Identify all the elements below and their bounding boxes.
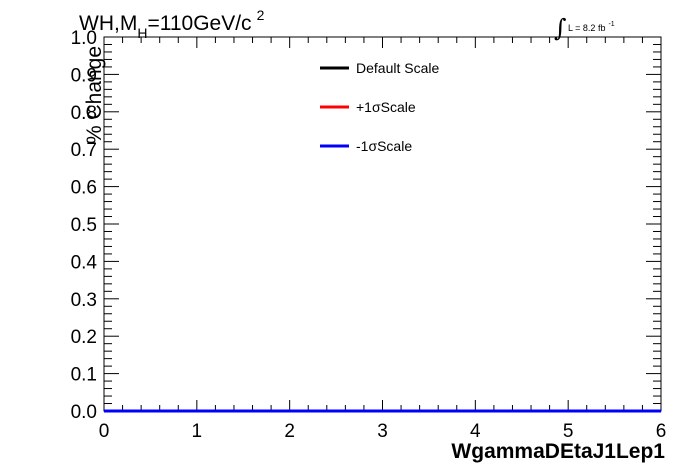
chart-title-main: WH,M [79,12,137,35]
chart-title-sup: 2 [257,7,265,23]
x-tick-label: 6 [656,421,667,442]
y-tick-label: 0.4 [71,252,98,273]
chart-title: WH,MH=110GeV/c 2 [79,7,265,41]
y-tick-label: 0.9 [71,65,97,86]
chart-title-sub: H [137,25,147,41]
legend-label: -1σScale [356,138,412,154]
y-axis-tick-labels: 0.0 0.1 0.2 0.3 0.4 0.5 0.6 0.7 0.8 0.9 1.0 [71,28,98,423]
luminosity-label: ∫ L = 8.2 fb -1 [554,14,615,42]
chart-title-rest: =110GeV/c [147,12,251,35]
luminosity-sup: -1 [608,21,614,28]
legend-label: +1σScale [356,99,416,115]
x-tick-label: 5 [563,421,574,442]
y-tick-label: 0.0 [71,402,97,423]
y-tick-label: 0.5 [71,215,97,236]
x-axis-label: WgammaDEtaJ1Lep1 [451,440,665,463]
y-axis-ticks [104,36,661,412]
legend: Default Scale +1σScale -1σScale [320,60,439,154]
y-tick-label: 0.2 [71,327,97,348]
y-tick-label: 0.8 [71,103,97,124]
x-axis-ticks [103,37,662,411]
x-tick-label: 4 [470,421,481,442]
x-tick-label: 3 [377,421,388,442]
x-tick-label: 0 [99,421,110,442]
y-axis-label: % Change [83,46,106,144]
y-tick-label: 0.6 [71,178,97,199]
x-axis-tick-labels: 0 1 2 3 4 5 6 [99,421,667,442]
luminosity-text: L = 8.2 fb -1 [568,21,615,33]
x-tick-label: 2 [284,421,295,442]
y-tick-label: 1.0 [71,28,97,49]
y-tick-label: 0.3 [71,290,97,311]
y-tick-label: 0.1 [71,365,97,386]
integral-sign: ∫ [554,14,567,42]
legend-label: Default Scale [356,60,439,76]
y-tick-label: 0.7 [71,140,97,161]
plot-frame [103,36,662,412]
x-tick-label: 1 [192,421,203,442]
